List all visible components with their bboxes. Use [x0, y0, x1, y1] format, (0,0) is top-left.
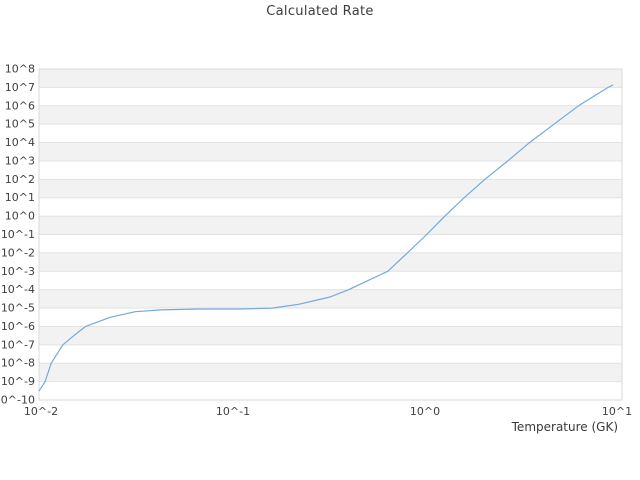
grid-band — [39, 105, 622, 125]
x-tick-label: 10^-1 — [216, 405, 250, 418]
grid-band — [39, 87, 622, 106]
y-tick-label: 10^3 — [5, 154, 35, 167]
y-tick-label: 10^1 — [5, 191, 35, 204]
grid-band — [39, 160, 622, 180]
y-tick-label: 10^-2 — [1, 246, 35, 259]
y-tick-label: 10^-3 — [1, 265, 35, 278]
grid-band — [39, 234, 622, 253]
grid-band — [39, 142, 622, 161]
grid-band — [39, 69, 622, 88]
grid-band — [39, 179, 622, 198]
grid-band — [39, 308, 622, 327]
grid-band — [39, 381, 622, 400]
plot-border — [38, 68, 623, 401]
y-tick-label: 10^-5 — [1, 302, 35, 315]
grid-band — [39, 326, 622, 345]
y-tick-label: 10^5 — [5, 118, 35, 131]
grid-band — [39, 197, 622, 217]
y-tick-label: 10^-10 — [0, 394, 35, 407]
y-tick-label: 10^8 — [5, 63, 35, 76]
x-tick-label: 10^0 — [410, 405, 440, 418]
rate-curve — [38, 84, 614, 392]
grid-band — [39, 363, 622, 382]
y-tick-label: 10^-6 — [1, 320, 35, 333]
grid-band — [39, 271, 622, 290]
y-tick-label: 10^-7 — [1, 338, 35, 351]
y-tick-label: 10^-1 — [1, 228, 35, 241]
y-tick-label: 10^2 — [5, 173, 35, 186]
y-tick-label: 10^-8 — [1, 357, 35, 370]
x-axis-label: Temperature (GK) — [511, 420, 618, 434]
grid-band — [39, 289, 622, 309]
y-tick-label: 10^-4 — [1, 283, 35, 296]
x-tick-label: 10^1 — [602, 405, 632, 418]
y-tick-label: 10^4 — [5, 136, 35, 149]
y-tick-label: 10^-9 — [1, 375, 35, 388]
chart-title: Calculated Rate — [266, 4, 374, 19]
y-tick-label: 10^0 — [5, 210, 35, 223]
y-tick-label: 10^7 — [5, 81, 35, 94]
grid-band — [39, 344, 622, 364]
grid-band — [39, 124, 622, 143]
grid-band — [39, 252, 622, 272]
grid-band — [39, 216, 622, 235]
y-tick-label: 10^6 — [5, 99, 35, 112]
x-tick-label: 10^-2 — [24, 405, 58, 418]
